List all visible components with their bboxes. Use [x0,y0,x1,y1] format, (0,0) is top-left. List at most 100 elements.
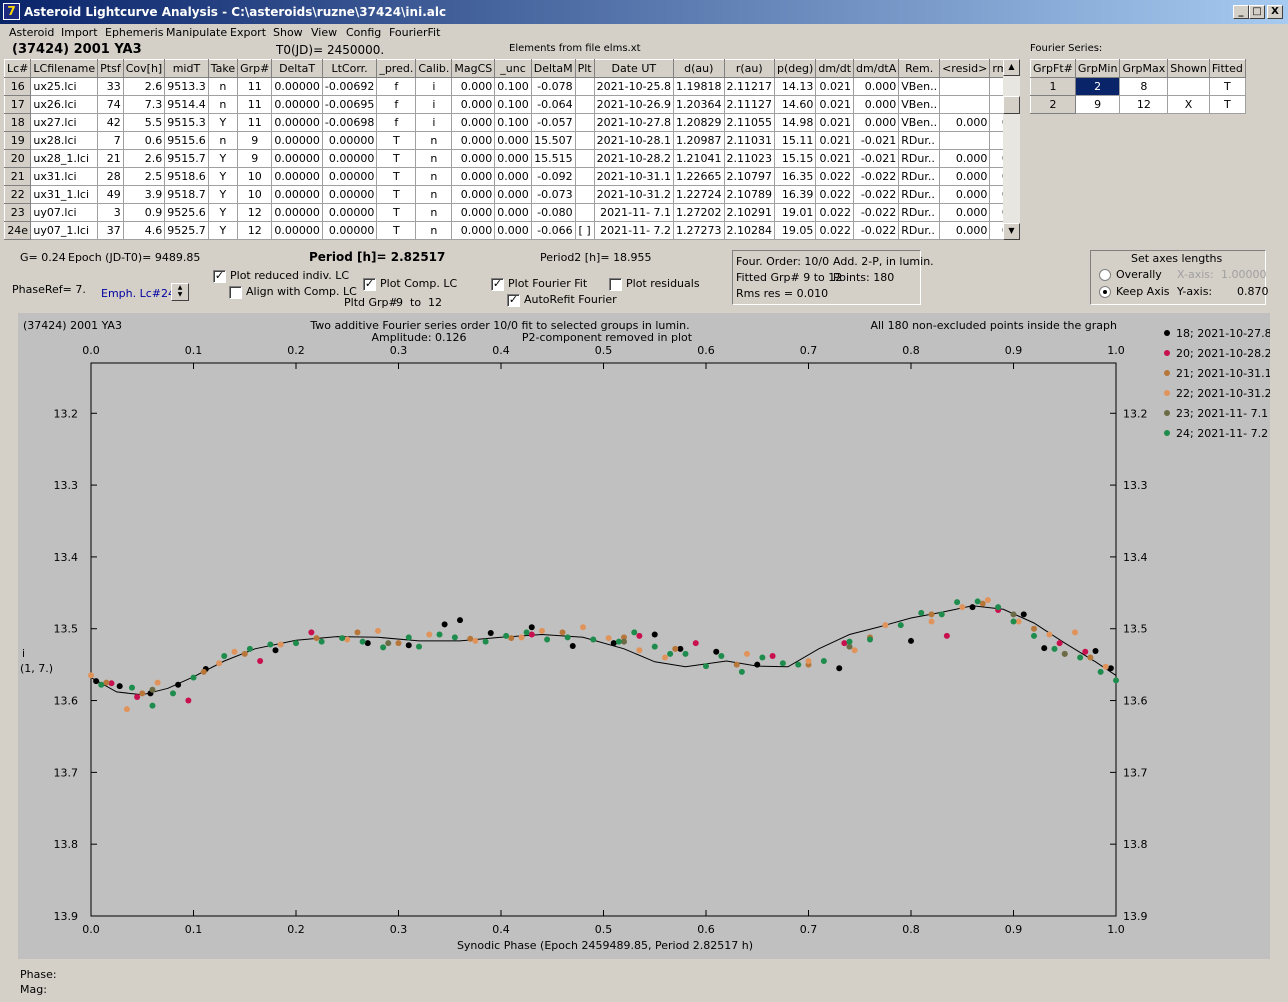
table-cell[interactable]: 2.10797 [723,167,776,186]
table-cell[interactable]: 2.11127 [723,95,776,114]
table-cell[interactable]: ux28_1.lci [30,149,99,168]
table-cell[interactable]: T [376,203,417,222]
table-cell[interactable]: 9514.4 [164,95,209,114]
table-cell[interactable]: 2021-10-31.2 [593,185,675,204]
table-cell[interactable]: 16.35 [774,167,817,186]
table-cell[interactable]: 0.100 [494,77,532,96]
table-cell[interactable]: 2.10789 [723,185,776,204]
table-cell[interactable]: 0.00000 [271,131,323,150]
table-cell[interactable]: n [207,95,239,114]
table-cell[interactable]: 0.000 [451,221,496,240]
maximize-button[interactable]: □ [1249,5,1265,19]
table-cell[interactable]: 4.6 [122,221,166,240]
table-cell[interactable]: ux31_1.lci [30,185,99,204]
table-cell[interactable]: 9 [237,131,273,150]
table-row[interactable]: 22 ux31_1.lci 49 3.9 9518.7 Y 10 0.00000 0.00000… [4,185,1004,204]
keep-axis-radio[interactable] [1099,286,1111,298]
table-cell[interactable]: 19.05 [774,221,817,240]
emph-spinner[interactable]: ▲ ▼ [171,283,189,301]
lightcurve-chart[interactable]: (37424) 2001 YA3 Two additive Fourier se… [18,313,1272,959]
table-cell[interactable]: 19.01 [774,203,817,222]
column-header[interactable]: Take [207,59,239,78]
table-cell[interactable]: 2.6 [122,149,166,168]
table-cell[interactable]: 7.3 [122,95,166,114]
table-cell[interactable]: 2.10284 [723,221,776,240]
table-cell[interactable]: 0.000 [494,185,532,204]
table-cell[interactable]: -0.022 [853,203,900,222]
table-cell[interactable]: 0.000 [494,167,532,186]
table-cell[interactable]: 15.507 [530,131,576,150]
table-cell[interactable]: 0.000 [451,131,496,150]
table-cell[interactable]: 7 [97,131,124,150]
table-cell[interactable]: 14.60 [774,95,817,114]
table-cell[interactable]: Y [207,203,239,222]
table-cell[interactable]: 1.19818 [673,77,725,96]
table-cell[interactable]: 2.11055 [723,113,776,132]
table-cell[interactable]: 2021-10-26.9 [593,95,675,114]
menu-asteroid[interactable]: Asteroid [9,26,55,39]
row-header[interactable]: 19 [4,131,32,150]
menu-fourierfit[interactable]: FourierFit [389,26,441,39]
table-cell[interactable] [574,203,595,222]
table-cell[interactable]: T [376,221,417,240]
table-cell[interactable]: VBen.. [898,77,941,96]
column-header[interactable]: Grp# [237,59,273,78]
scroll-down-icon[interactable]: ▼ [1003,223,1020,240]
menu-show[interactable]: Show [273,26,303,39]
table-cell[interactable]: i [415,77,453,96]
table-row[interactable]: 24e uy07_1.lci 37 4.6 9525.7 Y 12 0.00000 0.0000… [4,221,1004,240]
table-cell[interactable]: 1.27202 [673,203,725,222]
table-cell[interactable]: 0.008 [989,221,1004,240]
table-cell[interactable]: 0.021 [815,95,855,114]
table-cell[interactable]: uy07_1.lci [30,221,99,240]
row-header[interactable]: 22 [4,185,32,204]
table-row[interactable]: 16 ux25.lci 33 2.6 9513.3 n 11 0.00000 -0.00692 f… [4,77,1004,96]
menu-export[interactable]: Export [230,26,267,39]
table-cell[interactable] [574,113,595,132]
column-header[interactable]: r(au) [723,59,776,78]
table-cell[interactable]: 0.021 [815,131,855,150]
table-cell[interactable]: 9513.3 [164,77,209,96]
table-cell[interactable]: -0.021 [853,149,900,168]
table-cell[interactable]: 15.15 [774,149,817,168]
column-header[interactable]: _unc [494,59,532,78]
menu-view[interactable]: View [311,26,338,39]
fourier-cell[interactable]: 8 [1119,77,1169,96]
column-header[interactable]: Plt [574,59,595,78]
lightcurve-graph-panel[interactable]: (37424) 2001 YA3 Two additive Fourier se… [18,313,1272,959]
table-cell[interactable]: -0.078 [530,77,576,96]
fourier-cell[interactable] [1167,77,1210,96]
fourier-row[interactable]: 2 9 12 X T [1030,95,1246,114]
table-cell[interactable]: 0.021 [815,77,855,96]
table-scrollbar[interactable]: ▲ ▼ [1003,59,1020,240]
table-cell[interactable]: -0.073 [530,185,576,204]
table-cell[interactable]: Y [207,113,239,132]
align-comp-checkbox[interactable] [229,286,242,299]
row-header[interactable]: 16 [4,77,32,96]
table-cell[interactable]: 0.100 [494,95,532,114]
table-cell[interactable]: 9518.6 [164,167,209,186]
table-cell[interactable]: ux26.lci [30,95,99,114]
column-header[interactable]: p(deg) [774,59,817,78]
table-cell[interactable]: Y [207,167,239,186]
table-cell[interactable]: 0.000 [451,77,496,96]
table-cell[interactable]: 21 [97,149,124,168]
table-cell[interactable]: 0.00000 [271,167,323,186]
table-cell[interactable]: 1.21041 [673,149,725,168]
table-cell[interactable]: 0.009 [989,185,1004,204]
table-cell[interactable]: 9525.7 [164,221,209,240]
table-cell[interactable]: 0.00000 [271,185,323,204]
close-button[interactable]: X [1267,5,1283,19]
row-header[interactable]: 20 [4,149,32,168]
table-cell[interactable]: ux31.lci [30,167,99,186]
column-header[interactable]: DeltaT [271,59,323,78]
column-header[interactable]: Calib. [415,59,453,78]
plot-residuals-checkbox[interactable] [609,278,622,291]
table-cell[interactable] [939,95,991,114]
column-header[interactable]: DeltaM [530,59,576,78]
table-cell[interactable]: 0.000 [939,221,991,240]
column-header[interactable]: LtCorr. [321,59,378,78]
column-header[interactable]: _pred. [376,59,417,78]
table-cell[interactable]: -0.057 [530,113,576,132]
